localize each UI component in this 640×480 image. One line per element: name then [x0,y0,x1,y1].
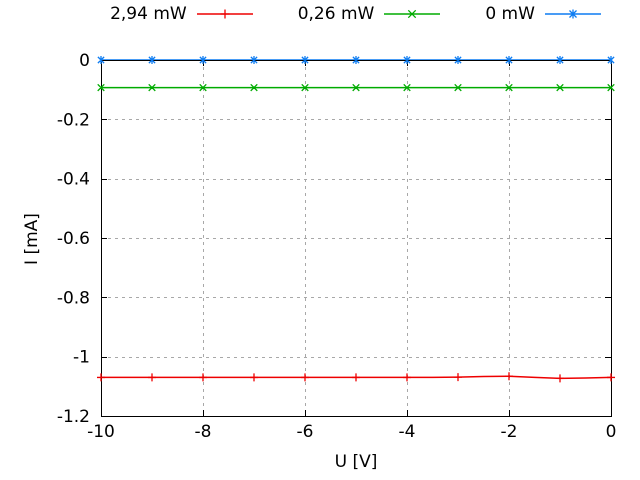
tick-labels: -10 -8 -6 -4 -2 0 0 -0.2 -0.4 -0.6 -0.8 -1 -1.2 [57,51,617,442]
legend-label: 2,94 mW [110,4,187,24]
legend-sample-marker [568,9,577,19]
x-tick-label: -2 [501,422,518,442]
legend-item-0mw: 0 mW [485,5,602,23]
axes [101,60,612,417]
legend-sample-line [196,9,253,19]
y-tick-label: 0 [79,51,90,71]
series-markers-2 [97,56,615,64]
legend-label: 0 mW [485,4,535,24]
y-tick-label: -1.2 [57,407,90,427]
y-tick-label: -0.2 [57,110,90,130]
y-tick-label: -0.4 [57,170,90,190]
legend: 2,94 mW 0,26 mW 0 mW [101,5,611,23]
y-tick-label: -1 [73,348,90,368]
x-tick-label: -6 [297,422,314,442]
y-tick-label: -0.6 [57,229,90,249]
x-tick-label: -4 [399,422,416,442]
legend-sample-marker [408,9,417,19]
legend-sample-marker [220,9,230,19]
grid-lines [101,60,611,416]
series-markers-1 [97,83,615,92]
legend-sample-line [384,9,441,19]
x-tick-label: -8 [195,422,212,442]
x-tick-label: 0 [606,422,617,442]
legend-sample-line [544,9,601,19]
legend-item-2.94mw: 2,94 mW [110,5,254,23]
y-axis-label: I [mA] [22,213,42,265]
legend-item-0.26mw: 0,26 mW [298,5,442,23]
series-markers-0 [97,372,615,383]
legend-label: 0,26 mW [297,4,375,24]
y-tick-label: -0.8 [57,288,90,308]
x-tick-label: -10 [87,422,115,442]
x-axis-label: U [V] [334,452,378,472]
